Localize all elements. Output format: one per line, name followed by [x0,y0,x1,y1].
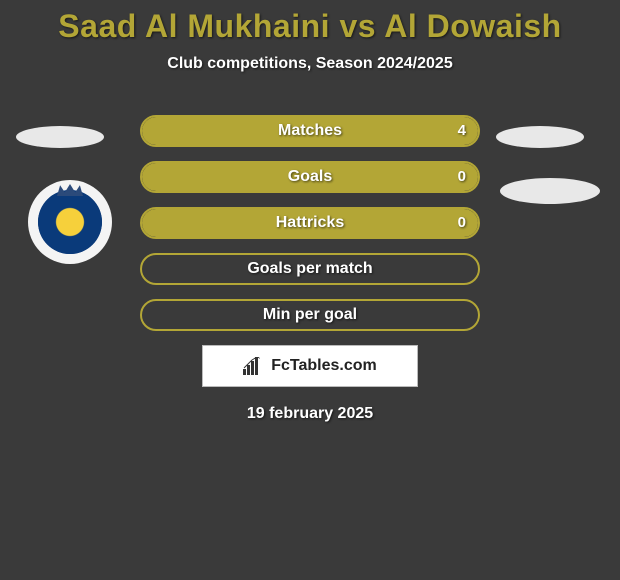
stat-value-right: 4 [458,117,466,145]
crown-icon [57,184,83,196]
page-title: Saad Al Mukhaini vs Al Dowaish [0,0,620,45]
stat-label: Hattricks [142,209,478,237]
stat-label: Goals per match [142,255,478,283]
brand-text: FcTables.com [271,357,377,375]
stat-row: Hattricks0 [140,207,480,239]
stat-label: Matches [142,117,478,145]
stat-row: Goals0 [140,161,480,193]
stat-row: Goals per match [140,253,480,285]
stat-value-right: 0 [458,209,466,237]
al-nassr-logo-icon [38,190,102,254]
subtitle: Club competitions, Season 2024/2025 [0,55,620,73]
stat-row: Matches4 [140,115,480,147]
date-text: 19 february 2025 [0,405,620,423]
country-flag-left-placeholder [16,126,104,148]
stat-value-right: 0 [458,163,466,191]
stat-row: Min per goal [140,299,480,331]
brand-box[interactable]: FcTables.com [202,345,418,387]
club-badge-right-placeholder [500,178,600,204]
bars-icon [243,357,265,375]
stat-label: Goals [142,163,478,191]
stat-label: Min per goal [142,301,478,329]
country-flag-right-placeholder [496,126,584,148]
club-badge-left [28,180,112,264]
